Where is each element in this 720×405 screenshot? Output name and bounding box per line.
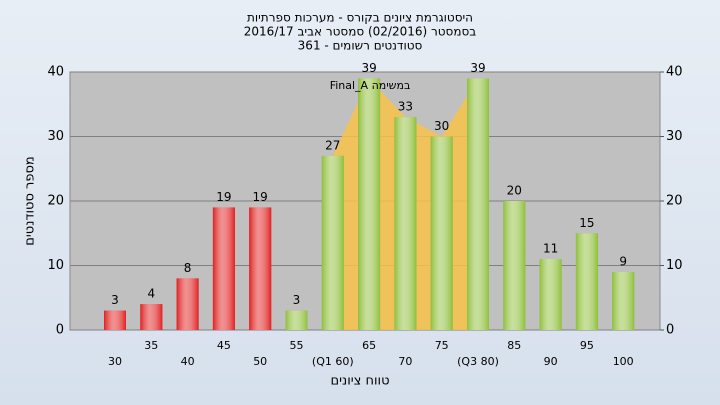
bar-shine (358, 78, 381, 330)
x-tick-label: (Q3 80) (457, 355, 499, 368)
y2-tick-label: 30 (666, 129, 683, 144)
value-label: 33 (398, 100, 413, 114)
bar-shine (539, 259, 562, 330)
x-tick-label: 40 (181, 355, 195, 368)
bar-shine (430, 136, 453, 330)
y-tick-label: 10 (47, 258, 64, 273)
x-tick-label: 50 (253, 355, 267, 368)
value-label: 39 (361, 61, 376, 75)
y-tick-label: 40 (47, 65, 64, 80)
bar-shine (503, 201, 526, 330)
value-label: 3 (293, 293, 301, 307)
x-axis-label: טווח ציונים (330, 374, 389, 389)
x-tick-label: 100 (613, 355, 634, 368)
annotation: Final_A במשימה (330, 79, 411, 92)
title-line: היסטוגרמת ציונים בקורס - מערכות ספרתיות (247, 11, 473, 25)
bar-shine (321, 155, 344, 330)
y-tick-label: 30 (47, 129, 64, 144)
y-tick-label: 20 (47, 194, 64, 209)
title-line: סטודנטים רשומים - 361 (298, 39, 423, 53)
value-label: 8 (184, 261, 192, 275)
x-tick-label: 30 (108, 355, 122, 368)
y2-tick-label: 20 (666, 194, 683, 209)
value-label: 20 (507, 184, 522, 198)
x-tick-label: 70 (398, 355, 412, 368)
x-tick-label: 90 (544, 355, 558, 368)
x-tick-label: 45 (217, 339, 231, 352)
bar-shine (467, 78, 489, 330)
x-tick-label: 35 (144, 339, 158, 352)
bar-shine (104, 310, 126, 330)
value-label: 27 (325, 138, 340, 152)
y2-tick-label: 40 (666, 65, 683, 80)
x-tick-label: 55 (290, 339, 304, 352)
y2-tick-label: 10 (666, 258, 683, 273)
value-label: 19 (253, 190, 268, 204)
bar-shine (140, 304, 163, 330)
bar-shine (575, 233, 598, 330)
value-label: 30 (434, 119, 449, 133)
value-label: 3 (111, 293, 119, 307)
title-line: בסמסטר (02/2016) סמסטר אביב 2016/17 (244, 25, 476, 39)
bar-shine (394, 117, 417, 331)
bar-shine (285, 310, 308, 330)
x-tick-label: 65 (362, 339, 376, 352)
x-tick-label: 95 (580, 339, 594, 352)
y2-tick-label: 0 (666, 323, 674, 338)
y-axis-label: מספר סטודנטים (23, 156, 38, 246)
x-tick-label: 75 (435, 339, 449, 352)
y-tick-label: 0 (56, 323, 64, 338)
bar-shine (176, 278, 199, 330)
value-label: 4 (147, 287, 155, 301)
value-label: 19 (216, 190, 231, 204)
bar-shine (212, 207, 235, 330)
value-label: 39 (470, 61, 485, 75)
value-label: 15 (579, 216, 594, 230)
value-label: 11 (543, 242, 558, 256)
x-tick-label: 85 (507, 339, 521, 352)
value-label: 9 (619, 254, 627, 268)
x-tick-label: (Q1 60) (312, 355, 354, 368)
bar-shine (249, 207, 272, 330)
bar-shine (612, 271, 635, 330)
